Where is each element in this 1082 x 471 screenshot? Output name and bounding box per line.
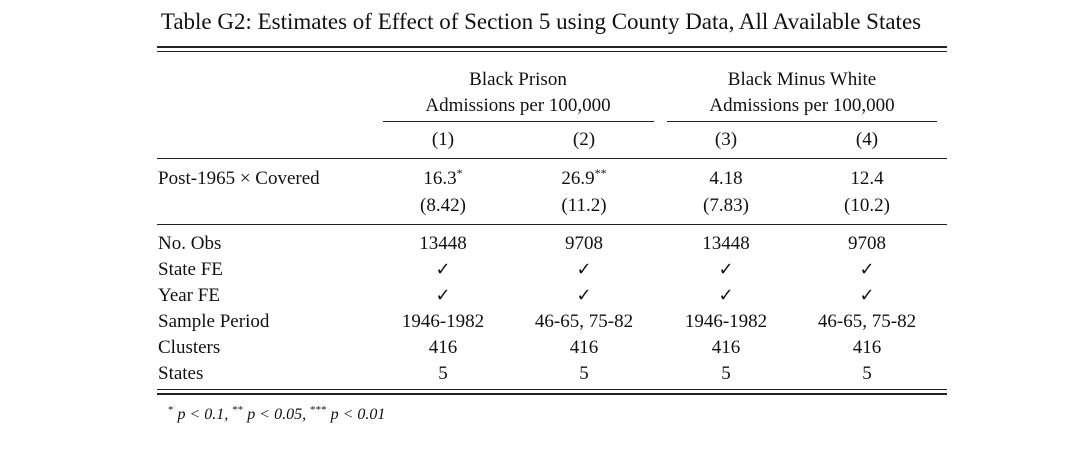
coef-std-error-1: (8.42) (420, 195, 466, 216)
bottom-rule (157, 389, 947, 390)
row-label-sample-period: Sample Period (158, 311, 270, 332)
row-label-states: States (158, 363, 204, 384)
states-value-3: 5 (721, 363, 731, 384)
obs-value-1: 13448 (419, 233, 467, 254)
group-2-underline (667, 121, 937, 122)
body-rule (157, 224, 947, 225)
coef-label: Post-1965 × Covered (158, 168, 320, 189)
year-fe-check-icon-2: ✓ (576, 285, 592, 306)
top-rule-second (157, 51, 947, 52)
year-fe-check-icon-3: ✓ (718, 285, 734, 306)
table-caption: Table G2: Estimates of Effect of Section… (160, 9, 922, 34)
group-header-2-line2: Admissions per 100,000 (709, 95, 895, 116)
column-number-1: (1) (431, 129, 455, 150)
year-fe-check-icon-4: ✓ (859, 285, 875, 306)
coef-std-error-3: (7.83) (703, 195, 749, 216)
obs-value-4: 9708 (848, 233, 886, 254)
coef-std-error-4: (10.2) (844, 195, 890, 216)
clusters-value-1: 416 (428, 337, 458, 358)
obs-value-2: 9708 (565, 233, 603, 254)
row-label-clusters: Clusters (158, 337, 221, 358)
states-value-2: 5 (579, 363, 589, 384)
state-fe-check-icon-4: ✓ (859, 259, 875, 280)
clusters-value-2: 416 (569, 337, 599, 358)
column-number-3: (3) (714, 129, 738, 150)
significance-note: * p < 0.1, ** p < 0.05, *** p < 0.01 (168, 404, 386, 423)
coef-std-error-2: (11.2) (561, 195, 607, 216)
top-rule (157, 46, 947, 48)
states-value-1: 5 (438, 363, 448, 384)
clusters-value-4: 416 (852, 337, 882, 358)
bottom-rule-second (157, 393, 947, 395)
clusters-value-3: 416 (711, 337, 741, 358)
obs-value-3: 13448 (702, 233, 750, 254)
column-number-4: (4) (855, 129, 879, 150)
state-fe-check-icon-1: ✓ (435, 259, 451, 280)
header-rule (157, 158, 947, 159)
group-header-1-line2: Admissions per 100,000 (425, 95, 611, 116)
coef-estimate-2: 26.9** (561, 166, 607, 189)
state-fe-check-icon-2: ✓ (576, 259, 592, 280)
sample-period-value-1: 1946-1982 (401, 311, 485, 332)
states-value-4: 5 (862, 363, 872, 384)
row-label-obs: No. Obs (158, 233, 222, 254)
sample-period-value-2: 46-65, 75-82 (534, 311, 634, 332)
group-header-2-line1: Black Minus White (727, 69, 877, 90)
group-1-underline (383, 121, 654, 122)
state-fe-check-icon-3: ✓ (718, 259, 734, 280)
row-label-year-fe: Year FE (158, 285, 220, 306)
column-number-2: (2) (572, 129, 596, 150)
group-header-1-line1: Black Prison (469, 69, 567, 90)
coef-estimate-3: 4.18 (709, 168, 743, 189)
sample-period-value-3: 1946-1982 (684, 311, 768, 332)
row-label-state-fe: State FE (158, 259, 223, 280)
coef-estimate-4: 12.4 (850, 168, 884, 189)
coef-estimate-1: 16.3* (423, 166, 463, 189)
sample-period-value-4: 46-65, 75-82 (817, 311, 917, 332)
year-fe-check-icon-1: ✓ (435, 285, 451, 306)
